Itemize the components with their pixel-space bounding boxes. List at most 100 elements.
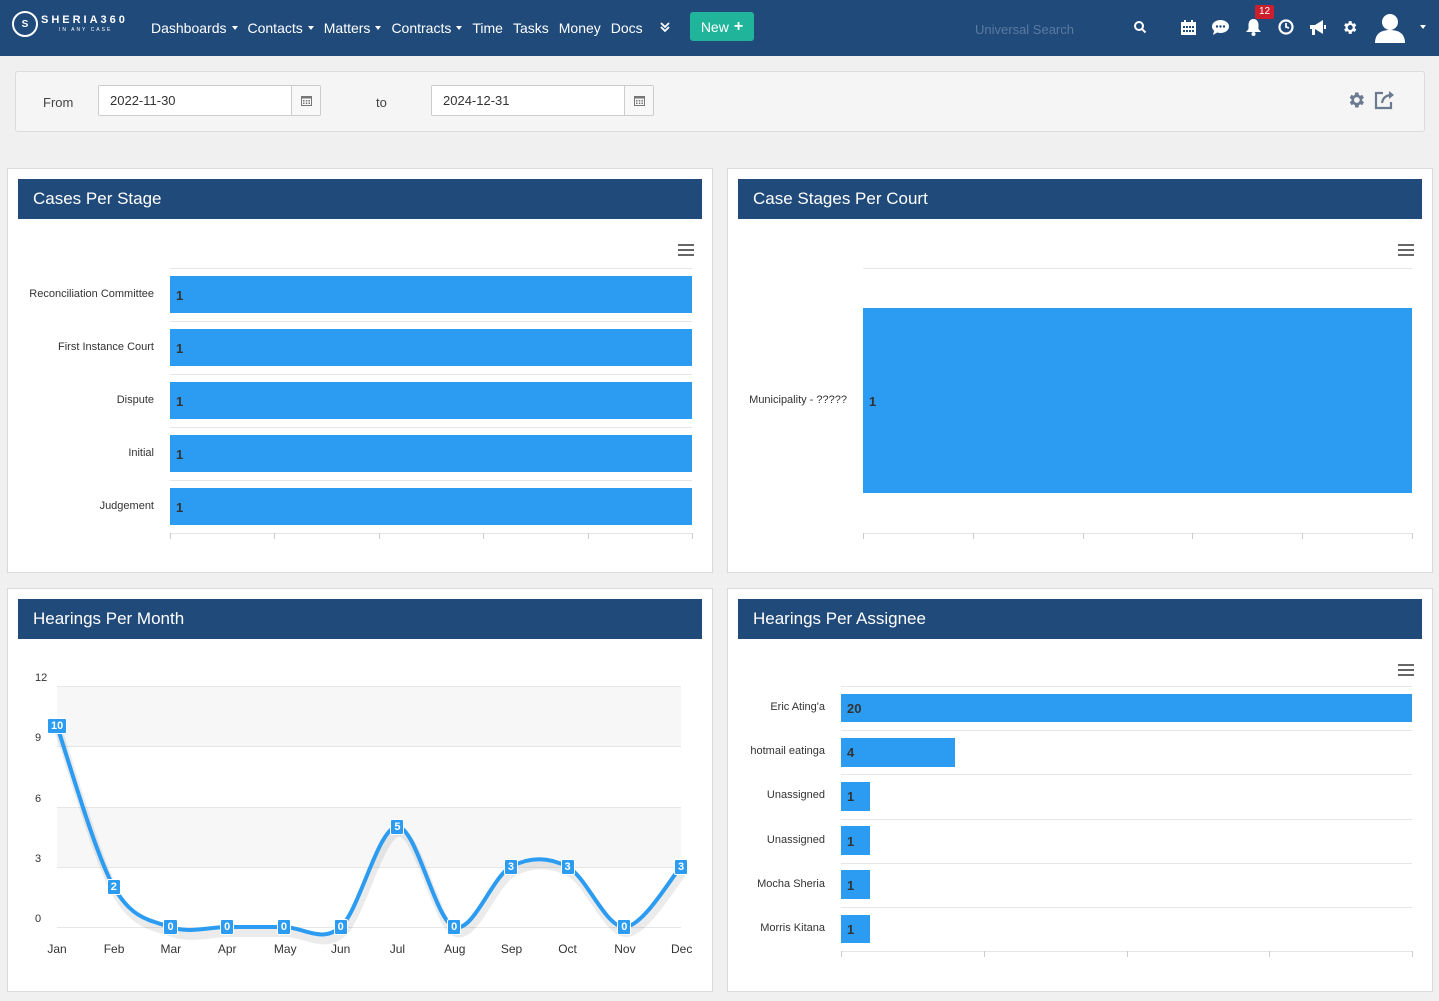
series-line	[55, 724, 683, 937]
chat-icon[interactable]	[1210, 17, 1230, 37]
axis-tick	[1412, 951, 1413, 957]
gridline	[170, 321, 692, 322]
x-tick-label: Aug	[444, 942, 466, 956]
search-icon[interactable]	[1133, 20, 1147, 34]
data-point-label: 0	[276, 919, 292, 935]
gridline	[57, 686, 681, 687]
user-menu-caret-icon[interactable]	[1420, 25, 1426, 29]
caret-down-icon	[307, 26, 314, 30]
gridline	[841, 686, 1412, 687]
logo-mark-icon: S	[12, 11, 38, 37]
x-tick-label: Mar	[160, 942, 182, 956]
category-label: hotmail eatinga	[750, 745, 825, 758]
panel-title: Hearings Per Assignee	[738, 599, 1422, 639]
nav-tasks[interactable]: Tasks	[512, 20, 549, 36]
chart-menu-icon[interactable]	[678, 244, 694, 256]
data-point-label: 10	[47, 718, 68, 735]
case-stages-per-court-panel: Case Stages Per Court Municipality - ???…	[727, 168, 1433, 573]
series-line-shadow	[55, 730, 687, 945]
date-filter-bar: From to	[15, 71, 1425, 132]
nav-docs[interactable]: Docs	[610, 20, 643, 36]
x-tick-label: Dec	[671, 942, 693, 956]
settings-gear-icon[interactable]	[1345, 89, 1367, 111]
x-tick-label: Feb	[103, 942, 125, 956]
hearings-per-month-panel: Hearings Per Month 0 3 6 9 12 Jan 10 Feb 2 Mar 0 Ap…	[7, 588, 713, 992]
data-point-label: 0	[447, 919, 462, 935]
calendar-picker-icon[interactable]	[291, 86, 320, 115]
universal-search-input[interactable]	[975, 20, 1150, 38]
nav-matters[interactable]: Matters	[324, 20, 382, 36]
gridline	[863, 533, 1412, 534]
nav-time[interactable]: Time	[472, 20, 503, 36]
gridline	[841, 862, 1412, 864]
data-point-label: 2	[106, 878, 121, 895]
axis-tick	[841, 951, 842, 957]
axis-tick	[863, 533, 864, 539]
megaphone-icon[interactable]	[1307, 17, 1327, 37]
data-bar	[170, 488, 692, 525]
x-tick-label: Sep	[500, 942, 523, 956]
axis-tick	[1302, 533, 1304, 539]
logo-tagline: IN ANY CASE	[59, 27, 113, 33]
gridline	[841, 818, 1412, 820]
axis-tick	[274, 533, 276, 539]
data-point-label: 5	[390, 818, 405, 835]
y-tick-label: 3	[35, 852, 42, 865]
to-date-input[interactable]	[432, 86, 624, 115]
data-bar	[841, 782, 870, 811]
caret-down-icon	[375, 26, 382, 30]
user-avatar-icon[interactable]	[1374, 12, 1406, 44]
data-label: 1	[176, 287, 184, 303]
clock-icon[interactable]	[1276, 17, 1296, 37]
nav-money[interactable]: Money	[558, 20, 601, 36]
app-logo[interactable]: S SHERIA360 IN ANY CASE	[12, 11, 128, 37]
to-date-field	[431, 85, 654, 116]
axis-tick	[1126, 951, 1128, 957]
gridline	[841, 906, 1412, 908]
new-button[interactable]: New +	[690, 12, 754, 41]
data-point-label: 3	[560, 858, 575, 875]
panel-title: Cases Per Stage	[18, 179, 702, 219]
x-tick-label: Nov	[614, 942, 636, 956]
from-date-input[interactable]	[99, 86, 291, 115]
category-label: Eric Ating'a	[770, 701, 825, 714]
category-label: Reconciliation Committee	[29, 287, 154, 300]
axis-tick	[587, 533, 589, 539]
data-label: 1	[176, 393, 184, 409]
nav-contacts[interactable]: Contacts	[248, 20, 314, 36]
bell-icon[interactable]	[1243, 17, 1263, 37]
calendar-picker-icon[interactable]	[624, 86, 653, 115]
chart-menu-icon[interactable]	[1398, 664, 1414, 676]
logo-name: SHERIA360	[41, 14, 128, 26]
to-label: to	[376, 95, 387, 110]
category-label: Dispute	[116, 393, 154, 406]
data-bar	[841, 870, 870, 900]
nav-dashboards[interactable]: Dashboards	[151, 20, 238, 36]
axis-tick	[1082, 533, 1084, 539]
from-date-field	[98, 85, 321, 116]
gear-icon[interactable]	[1339, 17, 1359, 37]
plus-icon: +	[733, 17, 744, 35]
from-label: From	[43, 95, 74, 110]
top-navbar: S SHERIA360 IN ANY CASE Dashboards Conta…	[0, 0, 1439, 56]
y-tick-label: 12	[35, 672, 48, 684]
data-bar	[170, 382, 692, 419]
double-chevron-down-icon[interactable]	[659, 21, 671, 36]
axis-tick	[378, 533, 380, 539]
data-point-label: 0	[163, 919, 178, 935]
x-tick-label: Jun	[330, 942, 351, 956]
data-bar	[170, 435, 692, 472]
gridline	[57, 927, 681, 928]
export-icon[interactable]	[1374, 89, 1396, 111]
data-label: 1	[176, 446, 184, 462]
grid-band	[57, 686, 681, 747]
data-point-label: 0	[220, 919, 235, 935]
chart-menu-icon[interactable]	[1398, 244, 1414, 256]
category-label: Morris Kitana	[760, 921, 825, 934]
nav-contracts[interactable]: Contracts	[391, 20, 463, 36]
data-label: 20	[847, 701, 862, 717]
gridline	[57, 746, 681, 748]
y-tick-label: 0	[35, 913, 42, 925]
category-label: First Instance Court	[58, 340, 154, 353]
calendar-icon[interactable]	[1178, 17, 1198, 37]
